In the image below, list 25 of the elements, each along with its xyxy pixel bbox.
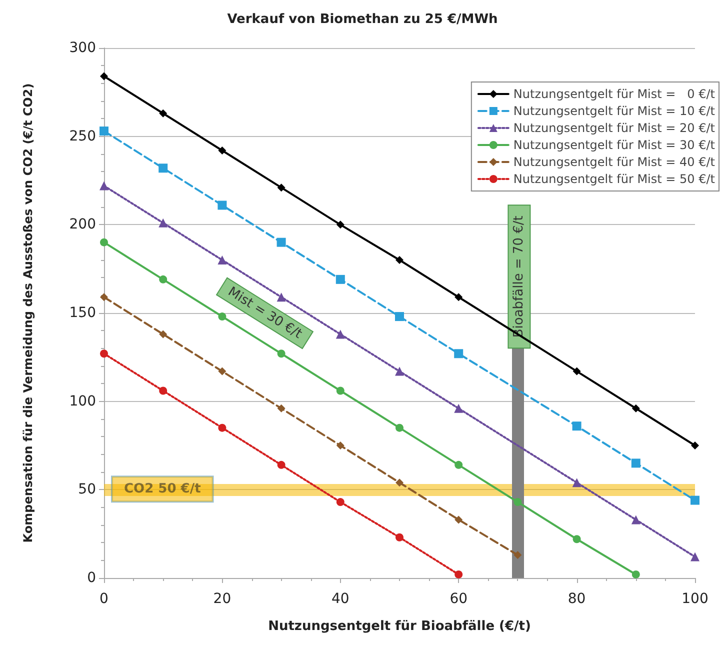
y-tick-label: 150 xyxy=(69,305,96,321)
legend-label: Nutzungsentgelt für Mist = 50 €/t xyxy=(513,172,716,186)
legend-label: Nutzungsentgelt für Mist = 30 €/t xyxy=(513,138,716,152)
ref-line-label: Bioabfälle = 70 €/t xyxy=(512,216,527,338)
x-axis-title: Nutzungsentgelt für Bioabfälle (€/t) xyxy=(268,619,531,634)
y-tick-label: 250 xyxy=(69,128,96,144)
x-tick-label: 60 xyxy=(450,591,468,607)
y-axis-title: Kompensation für die Vermeidung des Ausstoßes von CO2 (€/t CO2) xyxy=(21,83,35,543)
x-tick-label: 0 xyxy=(100,591,108,607)
legend-label: Nutzungsentgelt für Mist = 20 €/t xyxy=(513,121,716,135)
legend-label: Nutzungsentgelt für Mist = 0 €/t xyxy=(513,87,716,101)
ref-line-label: CO2 50 €/t xyxy=(124,482,201,497)
y-tick-label: 0 xyxy=(87,570,96,586)
chart-title: Verkauf von Biomethan zu 25 €/MWh xyxy=(227,12,498,27)
y-tick-label: 200 xyxy=(69,216,96,233)
annotation: Mist = 30 €/t xyxy=(225,284,304,342)
x-tick-label: 40 xyxy=(331,591,350,607)
legend-label: Nutzungsentgelt für Mist = 10 €/t xyxy=(513,104,716,118)
legend-label: Nutzungsentgelt für Mist = 40 €/t xyxy=(513,155,716,169)
x-tick-label: 80 xyxy=(568,591,586,607)
x-tick-label: 20 xyxy=(213,591,232,607)
y-tick-label: 300 xyxy=(69,40,96,56)
y-tick-label: 50 xyxy=(78,482,96,498)
y-tick-label: 100 xyxy=(69,393,96,410)
x-tick-label: 100 xyxy=(682,591,708,607)
